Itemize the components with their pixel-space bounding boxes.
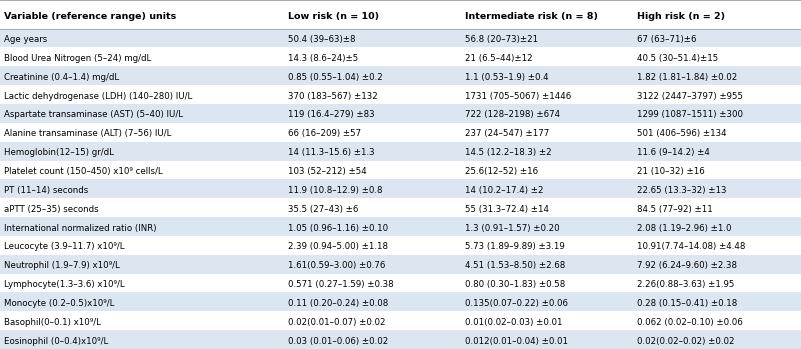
Bar	[0, 123, 801, 142]
Text: 0.80 (0.30–1.83) ±0.58: 0.80 (0.30–1.83) ±0.58	[465, 280, 565, 289]
Bar	[0, 198, 801, 217]
Text: 2.39 (0.94–5.00) ±1.18: 2.39 (0.94–5.00) ±1.18	[288, 242, 388, 251]
Text: 11.9 (10.8–12.9) ±0.8: 11.9 (10.8–12.9) ±0.8	[288, 186, 383, 195]
Text: 0.02(0.02–0.02) ±0.02: 0.02(0.02–0.02) ±0.02	[637, 336, 735, 346]
Text: 10.91(7.74–14.08) ±4.48: 10.91(7.74–14.08) ±4.48	[637, 242, 745, 251]
Text: 5.73 (1.89–9.89) ±3.19: 5.73 (1.89–9.89) ±3.19	[465, 242, 565, 251]
Text: Variable (reference range) units: Variable (reference range) units	[4, 12, 176, 21]
Text: 0.02(0.01–0.07) ±0.02: 0.02(0.01–0.07) ±0.02	[288, 318, 386, 327]
Text: 14.3 (8.6–24)±5: 14.3 (8.6–24)±5	[288, 54, 359, 63]
Text: 21 (6.5–44)±12: 21 (6.5–44)±12	[465, 54, 532, 63]
Text: Lymphocyte(1.3–3.6) x10⁹/L: Lymphocyte(1.3–3.6) x10⁹/L	[4, 280, 125, 289]
Text: 21 (10–32) ±16: 21 (10–32) ±16	[637, 167, 705, 176]
Bar	[0, 292, 801, 311]
Bar	[0, 330, 801, 349]
Bar	[0, 104, 801, 123]
Bar	[0, 255, 801, 274]
Bar	[0, 217, 801, 236]
Text: 1.3 (0.91–1.57) ±0.20: 1.3 (0.91–1.57) ±0.20	[465, 223, 559, 232]
Text: 119 (16.4–279) ±83: 119 (16.4–279) ±83	[288, 110, 375, 119]
Text: 67 (63–71)±6: 67 (63–71)±6	[637, 35, 696, 44]
Text: 0.012(0.01–0.04) ±0.01: 0.012(0.01–0.04) ±0.01	[465, 336, 568, 346]
Text: 0.571 (0.27–1.59) ±0.38: 0.571 (0.27–1.59) ±0.38	[288, 280, 394, 289]
Text: 2.26(0.88–3.63) ±1.95: 2.26(0.88–3.63) ±1.95	[637, 280, 735, 289]
Text: Low risk (n = 10): Low risk (n = 10)	[288, 12, 380, 21]
Text: 3122 (2447–3797) ±955: 3122 (2447–3797) ±955	[637, 91, 743, 101]
Bar	[0, 29, 801, 47]
Bar	[0, 0, 801, 29]
Text: PT (11–14) seconds: PT (11–14) seconds	[4, 186, 88, 195]
Text: Lactic dehydrogenase (LDH) (140–280) IU/L: Lactic dehydrogenase (LDH) (140–280) IU/…	[4, 91, 192, 101]
Text: 14 (11.3–15.6) ±1.3: 14 (11.3–15.6) ±1.3	[288, 148, 375, 157]
Text: 40.5 (30–51.4)±15: 40.5 (30–51.4)±15	[637, 54, 718, 63]
Text: 14.5 (12.2–18.3) ±2: 14.5 (12.2–18.3) ±2	[465, 148, 551, 157]
Text: Hemoglobin(12–15) gr/dL: Hemoglobin(12–15) gr/dL	[4, 148, 114, 157]
Text: 0.062 (0.02–0.10) ±0.06: 0.062 (0.02–0.10) ±0.06	[637, 318, 743, 327]
Text: 50.4 (39–63)±8: 50.4 (39–63)±8	[288, 35, 356, 44]
Text: Leucocyte (3.9–11.7) x10⁹/L: Leucocyte (3.9–11.7) x10⁹/L	[4, 242, 124, 251]
Text: 22.65 (13.3–32) ±13: 22.65 (13.3–32) ±13	[637, 186, 727, 195]
Bar	[0, 47, 801, 66]
Text: International normalized ratio (INR): International normalized ratio (INR)	[4, 223, 156, 232]
Text: 0.85 (0.55–1.04) ±0.2: 0.85 (0.55–1.04) ±0.2	[288, 73, 383, 82]
Text: 237 (24–547) ±177: 237 (24–547) ±177	[465, 129, 549, 138]
Text: Creatinine (0.4–1.4) mg/dL: Creatinine (0.4–1.4) mg/dL	[4, 73, 119, 82]
Bar	[0, 161, 801, 179]
Bar	[0, 179, 801, 198]
Text: Monocyte (0.2–0.5)x10⁹/L: Monocyte (0.2–0.5)x10⁹/L	[4, 299, 115, 308]
Text: 11.6 (9–14.2) ±4: 11.6 (9–14.2) ±4	[637, 148, 710, 157]
Text: 55 (31.3–72.4) ±14: 55 (31.3–72.4) ±14	[465, 205, 549, 214]
Text: Blood Urea Nitrogen (5–24) mg/dL: Blood Urea Nitrogen (5–24) mg/dL	[4, 54, 151, 63]
Bar	[0, 66, 801, 85]
Text: 0.01(0.02–0.03) ±0.01: 0.01(0.02–0.03) ±0.01	[465, 318, 562, 327]
Text: Neutrophil (1.9–7.9) x10⁹/L: Neutrophil (1.9–7.9) x10⁹/L	[4, 261, 120, 270]
Text: 0.28 (0.15–0.41) ±0.18: 0.28 (0.15–0.41) ±0.18	[637, 299, 737, 308]
Text: 35.5 (27–43) ±6: 35.5 (27–43) ±6	[288, 205, 359, 214]
Text: 501 (406–596) ±134: 501 (406–596) ±134	[637, 129, 727, 138]
Text: 25.6(12–52) ±16: 25.6(12–52) ±16	[465, 167, 537, 176]
Text: Aspartate transaminase (AST) (5–40) IU/L: Aspartate transaminase (AST) (5–40) IU/L	[4, 110, 183, 119]
Text: 84.5 (77–92) ±11: 84.5 (77–92) ±11	[637, 205, 713, 214]
Text: 66 (16–209) ±57: 66 (16–209) ±57	[288, 129, 361, 138]
Text: 370 (183–567) ±132: 370 (183–567) ±132	[288, 91, 378, 101]
Bar	[0, 236, 801, 255]
Text: Age years: Age years	[4, 35, 47, 44]
Text: Basophil(0–0.1) x10⁹/L: Basophil(0–0.1) x10⁹/L	[4, 318, 101, 327]
Bar	[0, 274, 801, 292]
Text: 0.135(0.07–0.22) ±0.06: 0.135(0.07–0.22) ±0.06	[465, 299, 568, 308]
Text: 1.1 (0.53–1.9) ±0.4: 1.1 (0.53–1.9) ±0.4	[465, 73, 548, 82]
Text: 1731 (705–5067) ±1446: 1731 (705–5067) ±1446	[465, 91, 571, 101]
Text: 1.61(0.59–3.00) ±0.76: 1.61(0.59–3.00) ±0.76	[288, 261, 386, 270]
Text: Platelet count (150–450) x10⁹ cells/L: Platelet count (150–450) x10⁹ cells/L	[4, 167, 163, 176]
Text: 7.92 (6.24–9.60) ±2.38: 7.92 (6.24–9.60) ±2.38	[637, 261, 737, 270]
Text: 14 (10.2–17.4) ±2: 14 (10.2–17.4) ±2	[465, 186, 543, 195]
Text: 722 (128–2198) ±674: 722 (128–2198) ±674	[465, 110, 560, 119]
Text: 2.08 (1.19–2.96) ±1.0: 2.08 (1.19–2.96) ±1.0	[637, 223, 731, 232]
Text: aPTT (25–35) seconds: aPTT (25–35) seconds	[4, 205, 99, 214]
Text: Eosinophil (0–0.4)x10⁹/L: Eosinophil (0–0.4)x10⁹/L	[4, 336, 108, 346]
Bar	[0, 85, 801, 104]
Text: 0.11 (0.20–0.24) ±0.08: 0.11 (0.20–0.24) ±0.08	[288, 299, 388, 308]
Text: High risk (n = 2): High risk (n = 2)	[637, 12, 725, 21]
Text: 103 (52–212) ±54: 103 (52–212) ±54	[288, 167, 367, 176]
Text: Intermediate risk (n = 8): Intermediate risk (n = 8)	[465, 12, 598, 21]
Text: Alanine transaminase (ALT) (7–56) IU/L: Alanine transaminase (ALT) (7–56) IU/L	[4, 129, 171, 138]
Text: 1.05 (0.96–1.16) ±0.10: 1.05 (0.96–1.16) ±0.10	[288, 223, 388, 232]
Bar	[0, 142, 801, 161]
Text: 1.82 (1.81–1.84) ±0.02: 1.82 (1.81–1.84) ±0.02	[637, 73, 737, 82]
Text: 56.8 (20–73)±21: 56.8 (20–73)±21	[465, 35, 537, 44]
Bar	[0, 311, 801, 330]
Text: 1299 (1087–1511) ±300: 1299 (1087–1511) ±300	[637, 110, 743, 119]
Text: 0.03 (0.01–0.06) ±0.02: 0.03 (0.01–0.06) ±0.02	[288, 336, 388, 346]
Text: 4.51 (1.53–8.50) ±2.68: 4.51 (1.53–8.50) ±2.68	[465, 261, 565, 270]
